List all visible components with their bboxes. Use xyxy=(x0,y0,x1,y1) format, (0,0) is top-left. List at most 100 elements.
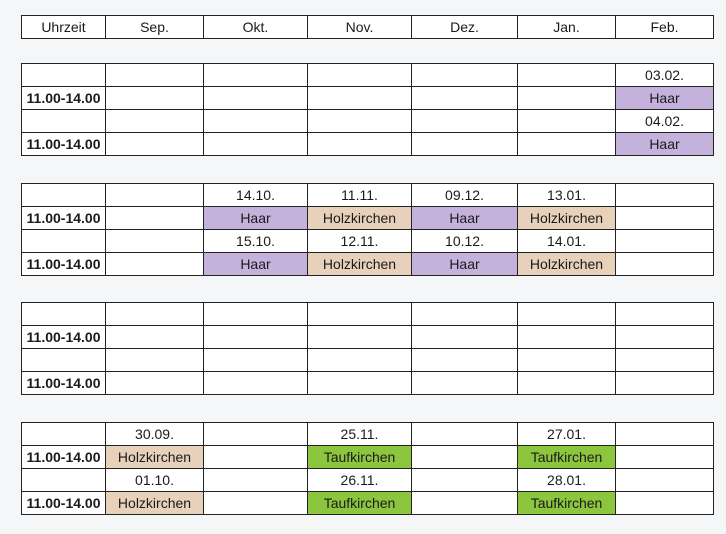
schedule-row: 11.00-14.00 Holzkirchen Taufkirchen Taufkir… xyxy=(21,445,714,469)
empty-cell xyxy=(615,445,714,469)
empty-cell xyxy=(615,229,714,253)
empty-cell xyxy=(517,132,616,156)
empty-cell xyxy=(21,468,106,492)
location-cell: Haar xyxy=(203,252,308,276)
header-jan: Jan. xyxy=(517,15,616,39)
date-cell: 12.11. xyxy=(307,229,412,253)
empty-cell xyxy=(517,109,616,133)
schedule-row xyxy=(21,302,714,326)
date-cell: 11.11. xyxy=(307,183,412,207)
time-slot-cell: 11.00-14.00 xyxy=(21,445,106,469)
date-cell: 04.02. xyxy=(615,109,714,133)
empty-cell xyxy=(307,348,412,372)
location-cell: Taufkirchen xyxy=(307,491,412,515)
empty-cell xyxy=(105,371,204,395)
empty-cell xyxy=(307,132,412,156)
location-cell: Taufkirchen xyxy=(517,491,616,515)
schedule-row: 11.00-14.00 xyxy=(21,325,714,349)
empty-cell xyxy=(411,109,518,133)
header-sep: Sep. xyxy=(105,15,204,39)
location-cell: Taufkirchen xyxy=(517,445,616,469)
empty-cell xyxy=(411,371,518,395)
empty-cell xyxy=(105,348,204,372)
empty-cell xyxy=(615,252,714,276)
empty-cell xyxy=(203,422,308,446)
empty-cell xyxy=(21,302,106,326)
empty-cell xyxy=(307,109,412,133)
empty-cell xyxy=(615,468,714,492)
header-dez: Dez. xyxy=(411,15,518,39)
date-cell: 28.01. xyxy=(517,468,616,492)
location-cell: Holzkirchen xyxy=(517,252,616,276)
location-cell: Holzkirchen xyxy=(307,206,412,230)
empty-cell xyxy=(411,302,518,326)
time-slot-cell: 11.00-14.00 xyxy=(21,491,106,515)
location-cell: Taufkirchen xyxy=(307,445,412,469)
schedule-row: 15.10. 12.11. 10.12. 14.01. xyxy=(21,229,714,253)
empty-cell xyxy=(203,325,308,349)
empty-cell xyxy=(105,252,204,276)
header-nov: Nov. xyxy=(307,15,412,39)
header-okt: Okt. xyxy=(203,15,308,39)
empty-cell xyxy=(615,348,714,372)
time-slot-cell: 11.00-14.00 xyxy=(21,252,106,276)
date-cell: 26.11. xyxy=(307,468,412,492)
empty-cell xyxy=(411,491,518,515)
schedule-block-4: 30.09. 25.11. 27.01. 11.00-14.00 Holzkirchen… xyxy=(21,422,714,515)
schedule-row: 11.00-14.00 xyxy=(21,371,714,395)
schedule-row xyxy=(21,348,714,372)
empty-cell xyxy=(307,371,412,395)
empty-cell xyxy=(105,206,204,230)
time-slot-cell: 11.00-14.00 xyxy=(21,325,106,349)
empty-cell xyxy=(615,371,714,395)
empty-cell xyxy=(411,468,518,492)
empty-cell xyxy=(21,348,106,372)
location-cell: Holzkirchen xyxy=(105,491,204,515)
empty-cell xyxy=(307,86,412,110)
empty-cell xyxy=(411,325,518,349)
schedule-row: 04.02. xyxy=(21,109,714,133)
schedule-row: 11.00-14.00 Haar Holzkirchen Haar Holzkirche… xyxy=(21,252,714,276)
empty-cell xyxy=(21,229,106,253)
empty-cell xyxy=(105,86,204,110)
empty-cell xyxy=(105,132,204,156)
location-cell: Holzkirchen xyxy=(517,206,616,230)
empty-cell xyxy=(517,325,616,349)
date-cell: 13.01. xyxy=(517,183,616,207)
location-cell: Haar xyxy=(615,132,714,156)
schedule-block-1: 03.02. 11.00-14.00 Haar 04.02. 11.00-14.00 Ha… xyxy=(21,63,714,156)
schedule-row: 11.00-14.00 Haar Holzkirchen Haar Holzkirche… xyxy=(21,206,714,230)
header-uhrzeit: Uhrzeit xyxy=(21,15,106,39)
date-cell: 30.09. xyxy=(105,422,204,446)
time-slot-cell: 11.00-14.00 xyxy=(21,132,106,156)
empty-cell xyxy=(517,371,616,395)
location-cell: Haar xyxy=(615,86,714,110)
date-cell: 10.12. xyxy=(411,229,518,253)
empty-cell xyxy=(411,348,518,372)
empty-cell xyxy=(203,109,308,133)
empty-cell xyxy=(203,302,308,326)
location-cell: Holzkirchen xyxy=(105,445,204,469)
empty-cell xyxy=(21,109,106,133)
schedule-row: 03.02. xyxy=(21,63,714,87)
date-cell: 14.01. xyxy=(517,229,616,253)
time-slot-cell: 11.00-14.00 xyxy=(21,86,106,110)
schedule-block-2: 14.10. 11.11. 09.12. 13.01. 11.00-14.00 Haar H… xyxy=(21,183,714,276)
location-cell: Haar xyxy=(203,206,308,230)
empty-cell xyxy=(203,132,308,156)
empty-cell xyxy=(517,302,616,326)
empty-cell xyxy=(411,63,518,87)
empty-cell xyxy=(203,445,308,469)
empty-cell xyxy=(307,325,412,349)
schedule-row: 11.00-14.00 Haar xyxy=(21,132,714,156)
schedule-row: 30.09. 25.11. 27.01. xyxy=(21,422,714,446)
location-cell: Holzkirchen xyxy=(307,252,412,276)
schedule-row: 14.10. 11.11. 09.12. 13.01. xyxy=(21,183,714,207)
empty-cell xyxy=(411,132,518,156)
empty-cell xyxy=(21,63,106,87)
empty-cell xyxy=(105,325,204,349)
date-cell: 27.01. xyxy=(517,422,616,446)
schedule-row: 11.00-14.00 Haar xyxy=(21,86,714,110)
empty-cell xyxy=(105,183,204,207)
header-row: Uhrzeit Sep. Okt. Nov. Dez. Jan. Feb. xyxy=(21,15,714,39)
